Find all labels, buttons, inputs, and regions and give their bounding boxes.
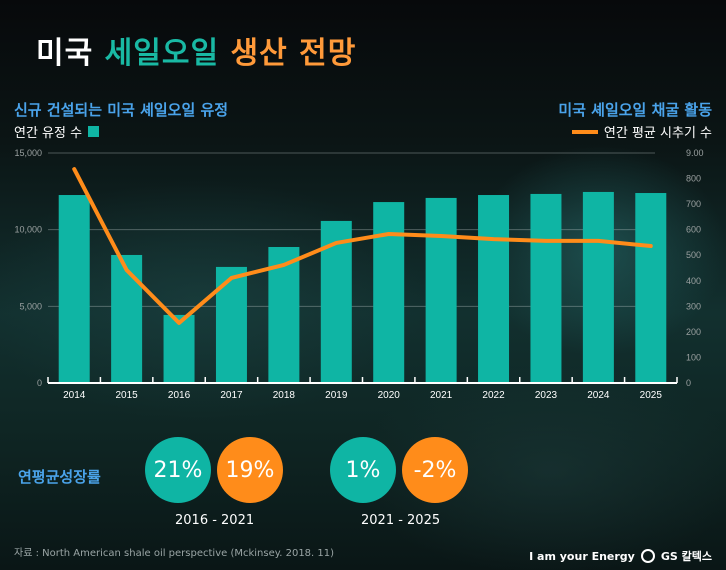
brand-slogan: I am your Energy xyxy=(529,549,635,563)
period-label-2: 2021 - 2025 xyxy=(361,513,441,528)
bar-2025 xyxy=(635,193,667,383)
bar-2023 xyxy=(530,193,562,383)
bar-2015 xyxy=(111,254,143,383)
bar-2021 xyxy=(425,197,457,383)
right-tick-label: 800 xyxy=(686,174,701,184)
bar-2022 xyxy=(478,195,510,383)
x-tick-label: 2017 xyxy=(220,390,243,401)
right-chart-subtitle: 미국 셰일오일 채굴 활동 xyxy=(558,101,712,119)
left-chart-subtitle: 신규 건설되는 미국 셰일오일 유정 xyxy=(14,101,229,119)
bar-2019 xyxy=(320,220,352,383)
cagr-wells-2016-2021: 21% xyxy=(145,437,211,503)
bar-2024 xyxy=(582,191,614,383)
cagr-rigs-2016-2021: 19% xyxy=(217,437,283,503)
page-title: 미국 세일오일 생산 전망 xyxy=(36,28,356,72)
x-tick-label: 2018 xyxy=(273,390,296,401)
brand: I am your Energy GS 칼텍스 xyxy=(529,548,712,564)
title-part-3: 생산 전망 xyxy=(230,36,357,71)
right-tick-label: 400 xyxy=(686,276,701,286)
legend-bar-swatch xyxy=(88,126,100,137)
bar-2017 xyxy=(215,266,247,383)
bar-2016 xyxy=(163,314,195,383)
rig-count-line xyxy=(72,167,653,325)
right-tick-label: 300 xyxy=(686,301,701,311)
left-tick-label: 5,000 xyxy=(19,301,42,311)
legend-bar-label: 연간 유정 수 xyxy=(14,126,83,141)
bar-2014 xyxy=(58,195,90,383)
cagr-wells-2021-2025: 1% xyxy=(330,437,396,503)
legend-bar: 연간 유정 수 xyxy=(14,122,100,141)
bar-2020 xyxy=(373,202,405,383)
right-tick-label: 600 xyxy=(686,225,701,235)
right-tick-label: 100 xyxy=(686,352,701,362)
period-label-1: 2016 - 2021 xyxy=(175,513,255,528)
right-tick-label: 500 xyxy=(686,250,701,260)
right-tick-label: 9.00 xyxy=(686,148,704,158)
source-note: 자료 : North American shale oil perspectiv… xyxy=(14,548,335,559)
right-tick-label: 0 xyxy=(686,378,691,388)
chart: 0 5,000 10,000 15,000 0 100 200 300 400 500 600 700… xyxy=(14,148,704,401)
bar-2018 xyxy=(268,246,300,383)
x-tick-label: 2020 xyxy=(378,390,401,401)
legend-line-swatch xyxy=(571,129,598,134)
left-tick-label: 0 xyxy=(37,378,42,388)
left-tick-label: 10,000 xyxy=(14,225,42,235)
right-tick-label: 700 xyxy=(686,199,701,209)
x-tick-label: 2021 xyxy=(430,390,453,401)
x-tick-label: 2015 xyxy=(116,390,139,401)
brand-logo-text: GS 칼텍스 xyxy=(660,550,712,563)
title-part-1: 미국 xyxy=(36,36,94,71)
x-tick-label: 2022 xyxy=(482,390,505,401)
left-tick-label: 15,000 xyxy=(14,148,42,158)
gs-logo-icon xyxy=(640,549,655,563)
cagr-label: 연평균성장률 xyxy=(18,468,101,486)
legend-line-label: 연간 평균 시추기 수 xyxy=(603,126,712,141)
x-tick-label: 2016 xyxy=(168,390,191,401)
x-tick-label: 2019 xyxy=(325,390,348,401)
x-tick-label: 2025 xyxy=(640,390,663,401)
x-tick-label: 2023 xyxy=(535,390,558,401)
x-tick-label: 2024 xyxy=(587,390,610,401)
x-tick-label: 2014 xyxy=(63,390,86,401)
title-part-2: 세일오일 xyxy=(104,36,220,71)
legend-line: 연간 평균 시추기 수 xyxy=(571,122,712,141)
right-tick-label: 200 xyxy=(686,327,701,337)
cagr-rigs-2021-2025: -2% xyxy=(402,437,468,503)
